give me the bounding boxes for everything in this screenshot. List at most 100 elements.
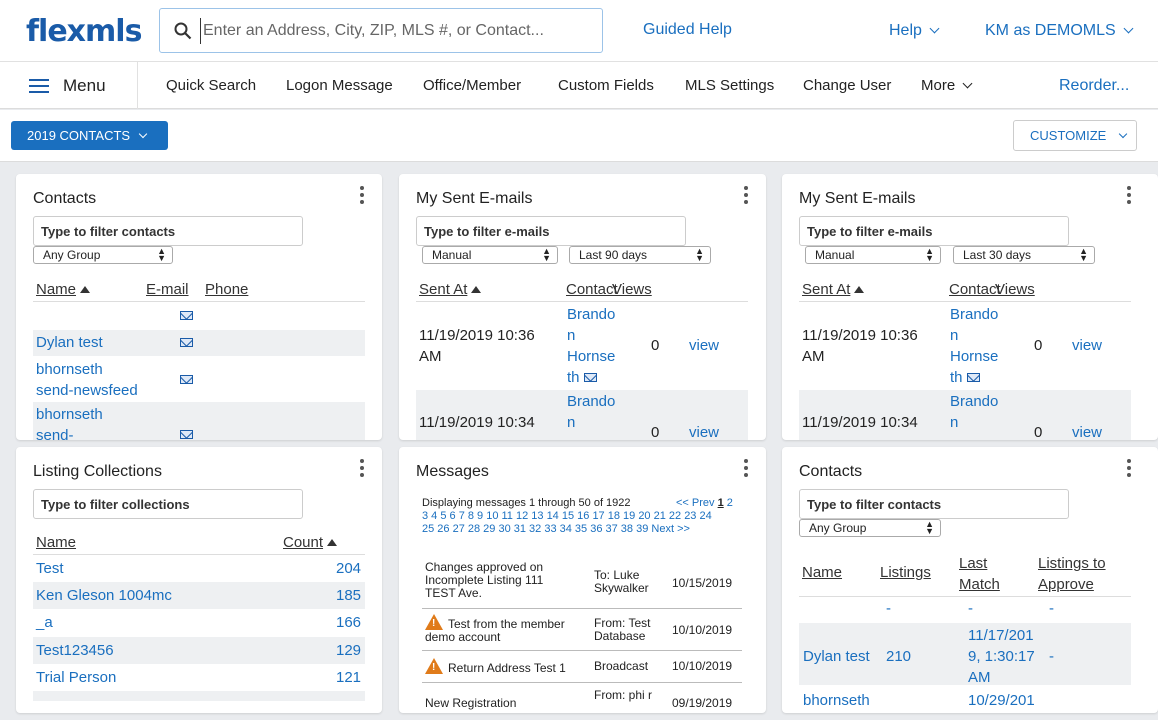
collection-name-link[interactable]: Trial Person bbox=[36, 669, 117, 686]
nav-more[interactable]: More bbox=[921, 77, 973, 94]
page-link[interactable]: 2 bbox=[726, 497, 733, 509]
recipient-line: To: Luke bbox=[594, 568, 640, 582]
views-column-header[interactable]: Views bbox=[995, 281, 1035, 298]
subject-line: TEST Ave. bbox=[425, 586, 482, 600]
collection-count-link[interactable]: 204 bbox=[336, 560, 362, 577]
last-match[interactable]: 10/29/201 bbox=[968, 692, 1035, 709]
contact-name-link[interactable]: Dylan test bbox=[803, 648, 870, 665]
listings-to-approve[interactable]: - bbox=[1049, 648, 1054, 665]
view-link[interactable]: view bbox=[689, 424, 720, 440]
contacts-filter-input[interactable] bbox=[799, 489, 1069, 519]
contact-name-link[interactable]: bhornseth bbox=[803, 692, 870, 709]
kebab-menu-icon[interactable] bbox=[1127, 186, 1131, 204]
page-links[interactable]: 3 4 5 6 7 8 9 10 11 12 13 14 15 16 17 18… bbox=[422, 510, 712, 522]
type-select[interactable]: Manual ▲ ▼ bbox=[422, 246, 558, 264]
view-link[interactable]: view bbox=[1072, 424, 1103, 440]
dashboard-select-button[interactable]: 2019 CONTACTS bbox=[11, 121, 168, 150]
widget-title: Listing Collections bbox=[33, 463, 162, 480]
listings-to-approve-column-header[interactable]: Listings to Approve bbox=[1038, 553, 1106, 595]
collections-filter-input[interactable] bbox=[33, 489, 303, 519]
message-subject[interactable]: New Registration bbox=[425, 696, 517, 710]
envelope-icon[interactable] bbox=[180, 430, 193, 439]
nav-change-user[interactable]: Change User bbox=[803, 77, 892, 94]
contact-link[interactable]: Brando n Hornse th bbox=[567, 304, 615, 388]
last-match[interactable]: 11/17/201 9, 1:30:17 AM bbox=[968, 625, 1035, 688]
collection-count-link[interactable]: 129 bbox=[336, 642, 362, 659]
collection-count-link[interactable]: 185 bbox=[336, 587, 362, 604]
listings-count[interactable]: 210 bbox=[886, 648, 912, 665]
sent-date-line: AM bbox=[419, 348, 442, 365]
collection-count-link[interactable]: 121 bbox=[336, 669, 362, 686]
reorder-link[interactable]: Reorder... bbox=[1059, 77, 1130, 94]
last-match-column-header[interactable]: Last Match bbox=[959, 553, 1000, 595]
message-subject[interactable]: Return Address Test 1 bbox=[425, 658, 566, 675]
listings-column-header[interactable]: Listings bbox=[880, 564, 931, 581]
contact-column-header[interactable]: Contact bbox=[566, 281, 618, 298]
period-select[interactable]: Last 30 days ▲ ▼ bbox=[953, 246, 1095, 264]
envelope-icon[interactable] bbox=[966, 373, 980, 382]
group-select[interactable]: Any Group ▲ ▼ bbox=[799, 519, 941, 537]
contact-link[interactable]: Brando n bbox=[950, 391, 998, 433]
menu-button[interactable]: Menu bbox=[0, 62, 138, 109]
contact-name-link[interactable]: Dylan test bbox=[36, 334, 103, 351]
collection-name-link[interactable]: Ken Gleson 1004mc bbox=[36, 587, 172, 604]
views-column-header[interactable]: Views bbox=[612, 281, 652, 298]
kebab-menu-icon[interactable] bbox=[360, 186, 364, 204]
flexmls-logo[interactable]: flexmls bbox=[26, 14, 142, 49]
search-box[interactable] bbox=[159, 8, 603, 53]
listings-count[interactable]: - bbox=[886, 600, 891, 617]
widget-title: Contacts bbox=[33, 190, 97, 207]
nav-custom-fields[interactable]: Custom Fields bbox=[558, 77, 654, 94]
page-links-line[interactable]: 25 26 27 28 29 30 31 32 33 34 35 36 37 3… bbox=[422, 523, 649, 535]
search-input[interactable] bbox=[200, 18, 595, 44]
name-column-header[interactable]: Name bbox=[36, 534, 77, 551]
type-select[interactable]: Manual ▲ ▼ bbox=[805, 246, 941, 264]
collection-name-link[interactable]: Test123456 bbox=[36, 642, 114, 659]
next-link[interactable]: Next >> bbox=[651, 523, 690, 535]
envelope-icon[interactable] bbox=[180, 311, 193, 320]
user-menu[interactable]: KM as DEMOMLS bbox=[985, 22, 1134, 40]
last-match[interactable]: - bbox=[968, 600, 973, 617]
nav-mls-settings[interactable]: MLS Settings bbox=[685, 77, 775, 94]
emails-filter-input[interactable] bbox=[799, 216, 1069, 246]
prev-link[interactable]: << Prev bbox=[676, 497, 715, 509]
collection-count-link[interactable]: 166 bbox=[336, 614, 362, 631]
listings-to-approve[interactable]: - bbox=[1049, 600, 1054, 617]
kebab-menu-icon[interactable] bbox=[744, 186, 748, 204]
envelope-icon[interactable] bbox=[583, 373, 597, 382]
collection-name-link[interactable]: Test bbox=[36, 560, 64, 577]
kebab-menu-icon[interactable] bbox=[744, 459, 748, 477]
message-subject[interactable]: Changes approved on Incomplete Listing 11… bbox=[425, 561, 543, 600]
nav-logon-message[interactable]: Logon Message bbox=[286, 77, 393, 94]
nav-office-member[interactable]: Office/Member bbox=[423, 77, 522, 94]
contact-name-link[interactable]: bhornseth send-newsfeed bbox=[36, 359, 138, 401]
help-menu[interactable]: Help bbox=[889, 22, 940, 40]
period-select[interactable]: Last 90 days ▲ ▼ bbox=[569, 246, 711, 264]
page-links[interactable]: 25 26 27 28 29 30 31 32 33 34 35 36 37 3… bbox=[422, 523, 690, 536]
kebab-menu-icon[interactable] bbox=[360, 459, 364, 477]
emails-filter-input[interactable] bbox=[416, 216, 686, 246]
name-column-header[interactable]: Name bbox=[802, 564, 843, 581]
envelope-icon[interactable] bbox=[180, 338, 193, 347]
email-column-header[interactable]: E-mail bbox=[146, 281, 189, 298]
phone-column-header[interactable]: Phone bbox=[205, 281, 249, 298]
contact-name-link[interactable]: bhornseth send- bbox=[36, 404, 103, 440]
customize-button[interactable]: CUSTOMIZE bbox=[1013, 120, 1137, 151]
name-column-header[interactable]: Name bbox=[36, 281, 91, 298]
sent-at-column-header[interactable]: Sent At bbox=[802, 281, 865, 298]
envelope-icon[interactable] bbox=[180, 375, 193, 384]
view-link[interactable]: view bbox=[689, 337, 720, 354]
contacts-filter-input[interactable] bbox=[33, 216, 303, 246]
count-column-header[interactable]: Count bbox=[283, 534, 338, 551]
group-select[interactable]: Any Group ▲ ▼ bbox=[33, 246, 173, 264]
nav-quick-search[interactable]: Quick Search bbox=[166, 77, 257, 94]
contact-link[interactable]: Brando n Hornse th bbox=[950, 304, 998, 388]
view-link[interactable]: view bbox=[1072, 337, 1103, 354]
sent-at-column-header[interactable]: Sent At bbox=[419, 281, 482, 298]
contact-column-header[interactable]: Contact bbox=[949, 281, 1001, 298]
contact-link[interactable]: Brando n bbox=[567, 391, 615, 433]
collection-name-link[interactable]: _a bbox=[36, 614, 53, 631]
guided-help-link[interactable]: Guided Help bbox=[643, 21, 732, 38]
kebab-menu-icon[interactable] bbox=[1127, 459, 1131, 477]
